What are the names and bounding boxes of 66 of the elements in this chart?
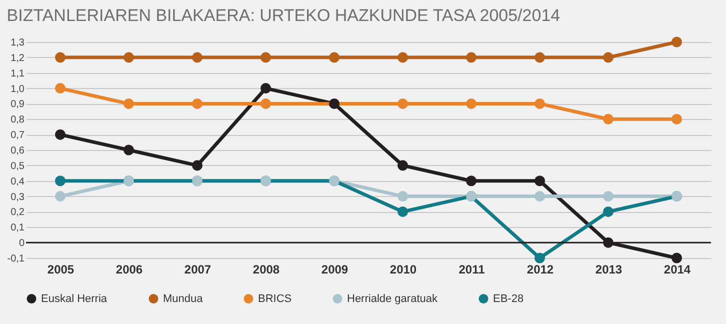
point — [55, 52, 66, 63]
point — [260, 52, 271, 63]
point — [398, 206, 408, 217]
y-tick-label: 0,5 — [10, 160, 25, 172]
point — [55, 129, 66, 140]
legend-label: Euskal Herria — [41, 292, 108, 305]
point — [124, 98, 134, 109]
point — [260, 83, 271, 94]
point — [55, 83, 66, 94]
legend-label: BRICS — [258, 292, 292, 305]
x-tick-label: 2011 — [458, 262, 486, 276]
chart-title: BIZTANLERIAREN BILAKAERA: URTEKO HAZKUNDE TASA 2005/2014 — [6, 6, 560, 25]
point — [466, 52, 476, 63]
point — [192, 52, 202, 63]
x-tick-label: 2006 — [116, 262, 143, 276]
point — [672, 252, 682, 264]
point — [398, 52, 408, 63]
point — [398, 98, 408, 109]
point — [466, 98, 476, 109]
y-tick-label: 0,7 — [10, 130, 25, 142]
y-tick-label: 1,3 — [10, 38, 25, 48]
x-tick-label: 2005 — [47, 262, 74, 276]
y-tick-label: 0,8 — [10, 114, 25, 126]
y-tick-label: -0,1 — [7, 254, 25, 264]
point — [534, 176, 545, 186]
y-tick-label: 0,1 — [10, 222, 25, 234]
x-tick-label: 2010 — [390, 262, 417, 276]
x-tick-label: 2008 — [252, 262, 280, 276]
point — [329, 52, 340, 63]
point — [534, 52, 545, 63]
point — [603, 114, 614, 124]
point — [398, 160, 408, 171]
x-tick-label: 2013 — [595, 262, 622, 276]
point — [603, 52, 614, 63]
point — [398, 191, 408, 202]
point — [672, 114, 682, 124]
y-tick-label: 0,9 — [10, 99, 25, 110]
y-tick-label: 0,6 — [10, 146, 25, 156]
y-tick-label: 0,3 — [10, 192, 25, 203]
legend-label: Mundua — [163, 292, 204, 305]
point — [124, 144, 134, 156]
point — [603, 206, 614, 217]
y-tick-label: 1,2 — [10, 52, 25, 64]
y-tick-label: 0,4 — [10, 176, 25, 188]
x-tick-label: 2014 — [664, 262, 691, 276]
y-tick-label: 0,2 — [10, 207, 25, 218]
x-tick-label: 2012 — [526, 262, 554, 276]
y-tick-label: 1,1 — [10, 68, 25, 80]
x-tick-label: 2009 — [321, 262, 348, 276]
x-tick-label: 2007 — [184, 262, 212, 276]
point — [55, 191, 66, 202]
point — [534, 98, 545, 109]
legend-label: EB-28 — [493, 292, 524, 305]
point — [534, 252, 545, 264]
point — [192, 160, 202, 171]
point — [466, 176, 476, 186]
point — [260, 98, 271, 109]
y-tick-label: 1,0 — [10, 84, 25, 95]
point — [124, 52, 134, 63]
point — [534, 191, 545, 202]
point — [672, 36, 682, 48]
point — [55, 176, 66, 186]
y-tick-label: 0 — [18, 238, 25, 250]
legend-label: Herrialde garatuak — [347, 292, 438, 305]
point — [603, 191, 614, 202]
point — [192, 98, 202, 109]
